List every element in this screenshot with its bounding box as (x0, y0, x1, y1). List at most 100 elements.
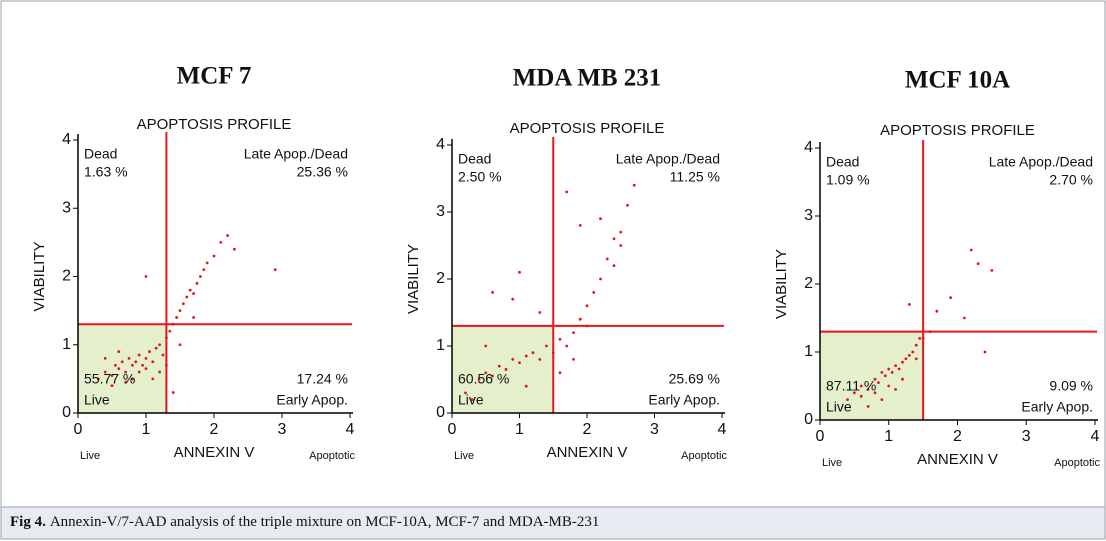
event-point (545, 344, 548, 348)
live-quadrant (78, 324, 167, 413)
event-point (949, 296, 953, 299)
event-point (918, 337, 922, 340)
quadrant-percent: 25.69 % (669, 371, 720, 387)
event-point (935, 309, 939, 313)
event-point (990, 269, 994, 272)
quadrant-percent: 55.77 % (84, 371, 135, 387)
quadrant-name: Late Apop./Dead (616, 151, 720, 167)
x-tick-label: 2 (953, 428, 962, 445)
event-point (524, 354, 528, 358)
event-point (120, 360, 124, 364)
event-point (124, 370, 127, 374)
y-tick-label: 1 (62, 336, 71, 353)
event-point (97, 377, 100, 381)
y-tick-label: 3 (62, 199, 71, 216)
event-point (907, 303, 911, 306)
event-point (859, 384, 863, 388)
event-point (110, 374, 114, 377)
event-point (484, 371, 488, 375)
x-tick-label: 4 (1091, 428, 1100, 445)
y-tick-label: 4 (804, 139, 813, 156)
event-point (110, 384, 114, 388)
x-tick-label: 2 (583, 421, 592, 438)
event-point (103, 370, 107, 374)
event-point (117, 350, 121, 353)
event-point (154, 346, 158, 350)
event-point (219, 240, 223, 244)
event-point (171, 391, 175, 394)
caption: Fig 4. Annexin-V/7-AAD analysis of the tr… (10, 514, 599, 530)
event-point (511, 358, 515, 361)
event-point (137, 370, 141, 374)
event-point (477, 378, 481, 381)
event-point (572, 358, 575, 361)
quadrant-name: Live (458, 392, 484, 408)
event-point (491, 291, 494, 294)
event-point (852, 391, 856, 395)
event-point (161, 353, 165, 357)
x-end-label: Live (822, 457, 842, 469)
event-point (873, 391, 877, 395)
quadrant-percent: 87.11 % (826, 378, 876, 394)
event-point (178, 309, 182, 313)
event-point (195, 281, 199, 285)
event-point (148, 350, 151, 353)
event-point (894, 364, 898, 367)
x-tick-label: 0 (816, 428, 825, 445)
y-axis-label: VIABILITY (405, 244, 422, 314)
event-point (901, 360, 904, 364)
x-tick-label: 1 (884, 428, 893, 445)
event-point (151, 377, 155, 381)
event-point (131, 363, 134, 367)
y-tick-label: 4 (62, 131, 71, 148)
event-point (558, 371, 562, 375)
event-point (612, 264, 616, 267)
event-point (134, 360, 138, 364)
event-point (887, 367, 891, 371)
y-tick-label: 1 (804, 343, 813, 360)
event-point (538, 311, 542, 314)
event-point (880, 398, 884, 401)
x-end-label: Apoptotic (1054, 457, 1100, 469)
event-point (158, 343, 162, 347)
event-point (124, 380, 127, 384)
event-point (914, 357, 918, 361)
event-point (914, 343, 918, 347)
event-point (141, 363, 145, 367)
event-point (144, 357, 148, 360)
event-point (605, 257, 609, 261)
event-point (524, 384, 528, 388)
y-axis-label: VIABILITY (773, 249, 790, 319)
event-point (518, 361, 521, 365)
event-point (202, 268, 206, 272)
x-tick-label: 3 (1022, 428, 1031, 445)
event-point (976, 262, 980, 265)
event-point (497, 364, 501, 368)
quadrant-percent: 60.56 % (458, 371, 509, 387)
event-point (873, 377, 877, 381)
x-tick-label: 1 (142, 421, 151, 438)
event-point (890, 371, 894, 374)
event-point (144, 367, 148, 371)
plot-subtitle: APOPTOSIS PROFILE (137, 116, 292, 133)
event-point (877, 381, 880, 384)
event-point (578, 224, 582, 227)
event-point (859, 394, 863, 398)
x-axis-label: ANNEXIN V (547, 444, 628, 461)
quadrant-name: Dead (826, 154, 859, 170)
event-point (464, 391, 467, 395)
y-tick-label: 0 (62, 404, 71, 421)
event-point (572, 331, 575, 334)
event-point (904, 357, 908, 361)
y-tick-label: 0 (436, 404, 445, 421)
quadrant-name: Early Apop. (648, 392, 720, 408)
event-point (131, 377, 134, 381)
quadrant-percent: 2.70 % (1049, 172, 1093, 188)
x-end-label: Apoptotic (309, 450, 355, 462)
caption-box (0, 506, 1106, 540)
event-point (470, 398, 474, 401)
event-point (518, 270, 521, 274)
panel-title: MDA MB 231 (513, 65, 662, 92)
